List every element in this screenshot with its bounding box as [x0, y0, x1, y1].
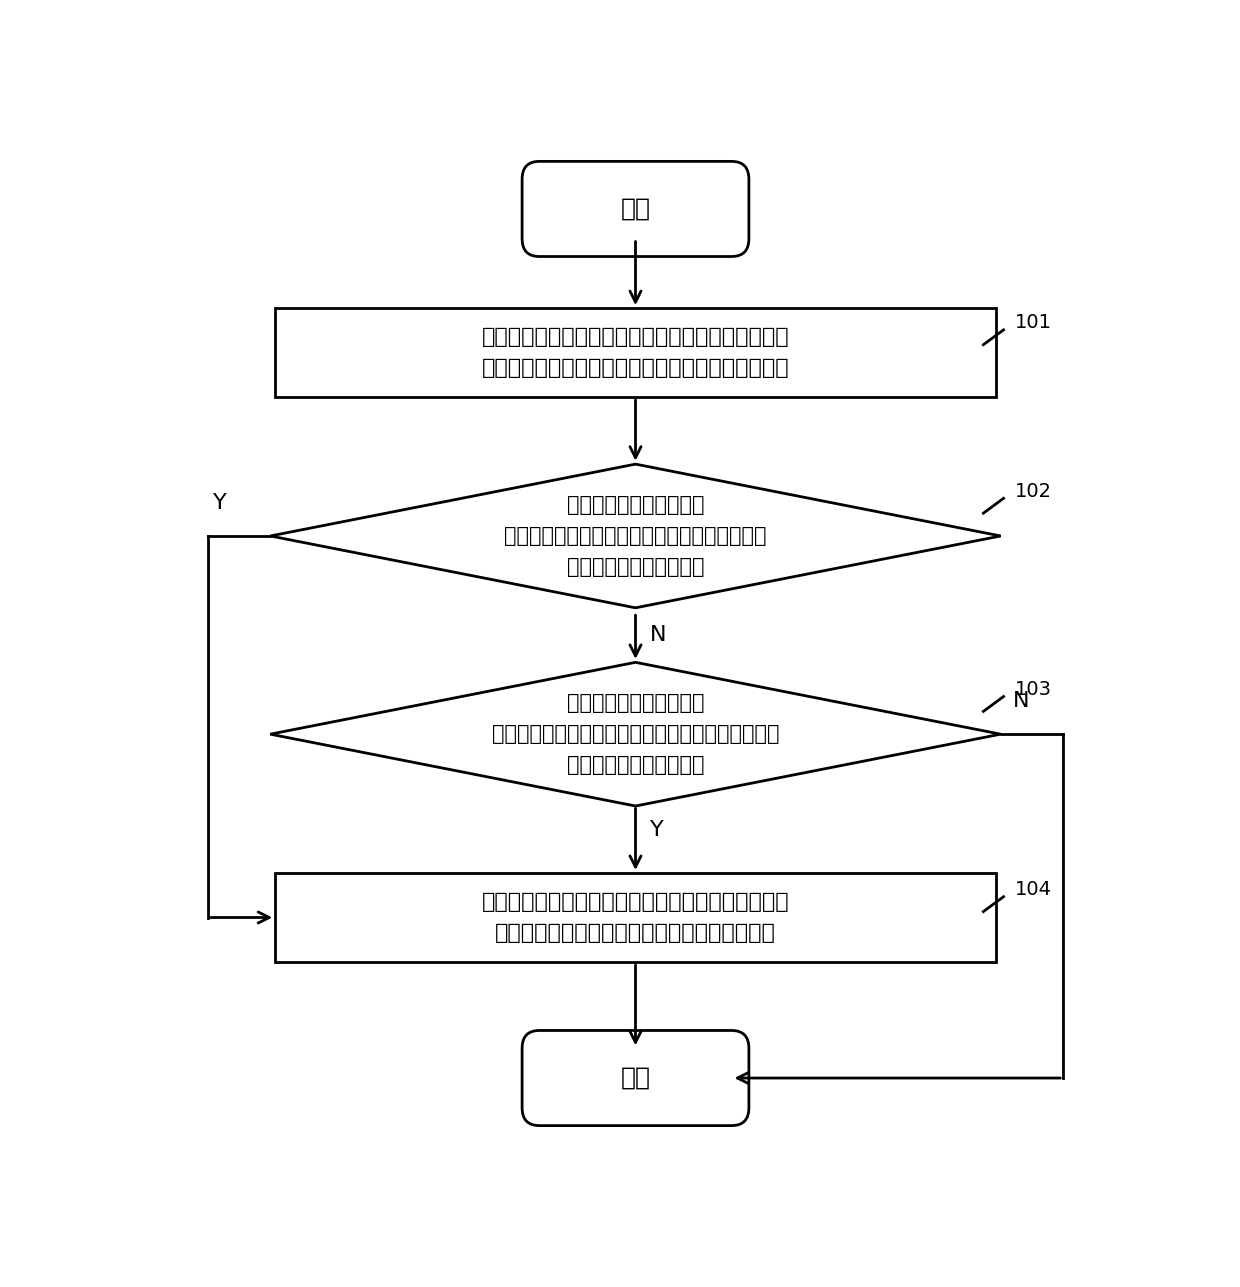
- Text: 后台服务器根据人脸识别
请求判断人脸信息是否与预先创建的规律出行识别数
据库中的人脸信息相匹配: 后台服务器根据人脸识别 请求判断人脸信息是否与预先创建的规律出行识别数 据库中的…: [492, 692, 779, 775]
- Text: 开始: 开始: [620, 197, 651, 221]
- FancyBboxPatch shape: [522, 161, 749, 256]
- Text: 后台服务器接收地铁闸机发送的针对某一用户的人脸
识别请求，该人脸识别请求包括某一用户的人脸信息: 后台服务器接收地铁闸机发送的针对某一用户的人脸 识别请求，该人脸识别请求包括某一…: [481, 327, 790, 378]
- Text: Y: Y: [650, 820, 663, 840]
- Text: 104: 104: [1016, 880, 1052, 900]
- Bar: [275, 873, 996, 963]
- Text: 结束: 结束: [620, 1066, 651, 1090]
- Text: N: N: [650, 625, 666, 645]
- Text: 后台服务器向地铁闸机反馈匹配成功提示，以使地铁
闸机根据匹配成功提示控制地铁闸机的闸门开启: 后台服务器向地铁闸机反馈匹配成功提示，以使地铁 闸机根据匹配成功提示控制地铁闸机…: [481, 892, 790, 943]
- Polygon shape: [270, 663, 1001, 806]
- Text: Y: Y: [213, 493, 227, 514]
- FancyBboxPatch shape: [522, 1031, 749, 1126]
- Text: 101: 101: [1016, 314, 1052, 332]
- Text: 103: 103: [1016, 680, 1052, 699]
- Bar: [275, 308, 996, 398]
- Text: 102: 102: [1016, 481, 1052, 501]
- Text: N: N: [1013, 691, 1029, 712]
- Text: 后台服务器根据人脸识别
请求判断人脸信息是否与预先创建的优先识别数
据库中的人脸信息相匹配: 后台服务器根据人脸识别 请求判断人脸信息是否与预先创建的优先识别数 据库中的人脸…: [505, 494, 766, 577]
- Polygon shape: [270, 465, 1001, 607]
